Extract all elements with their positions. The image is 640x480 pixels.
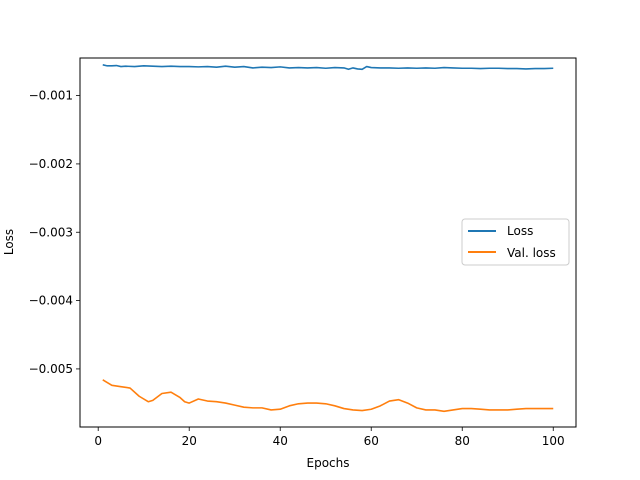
x-tick-label: 0 xyxy=(94,434,102,448)
x-tick-label: 60 xyxy=(364,434,379,448)
x-tick-label: 40 xyxy=(273,434,288,448)
series-line-loss xyxy=(102,64,554,71)
y-tick-label: −0.004 xyxy=(29,294,73,308)
series-line-val-loss xyxy=(102,379,554,413)
y-tick-label: −0.002 xyxy=(29,157,73,171)
x-tick-label: 80 xyxy=(455,434,470,448)
x-tick-label: 100 xyxy=(542,434,565,448)
x-tick-label: 20 xyxy=(182,434,197,448)
y-tick-label: −0.003 xyxy=(29,225,73,239)
x-axis-ticks: 0 20 40 60 80 100 xyxy=(94,427,565,448)
legend-label-loss: Loss xyxy=(507,224,533,238)
y-tick-label: −0.001 xyxy=(29,89,73,103)
legend-label-val-loss: Val. loss xyxy=(507,246,556,260)
x-axis-label: Epochs xyxy=(307,456,350,470)
series-layer xyxy=(102,64,554,413)
legend: Loss Val. loss xyxy=(461,218,570,266)
y-tick-label: −0.005 xyxy=(29,362,73,376)
y-axis-label: Loss xyxy=(2,229,16,255)
y-axis-ticks: −0.001 −0.002 −0.003 −0.004 −0.005 xyxy=(29,89,80,376)
